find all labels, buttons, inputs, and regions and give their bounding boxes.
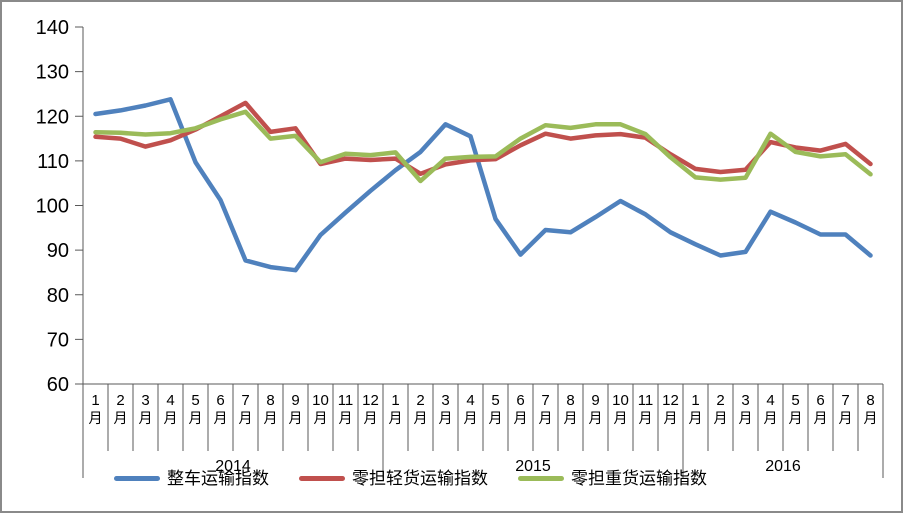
x-axis-month-label: 6 [816,392,824,409]
x-axis-month-suffix-label: 月 [489,410,503,426]
x-axis-month-label: 9 [291,392,299,409]
x-axis-month-label: 10 [612,392,629,409]
x-axis-month-label: 2 [116,392,124,409]
x-axis-month-label: 3 [441,392,449,409]
y-axis-label: 140 [36,17,69,39]
legend-swatch-ltl-heavy-icon [518,476,564,481]
x-axis-month-suffix-label: 月 [414,410,428,426]
x-axis-month-suffix-label: 月 [639,410,653,426]
x-axis-month-suffix-label: 月 [814,410,828,426]
x-axis-month-suffix-label: 月 [289,410,303,426]
x-axis-month-suffix-label: 月 [864,410,878,426]
x-axis-month-suffix-label: 月 [789,410,803,426]
x-axis-month-suffix-label: 月 [314,410,328,426]
x-axis-month-suffix-label: 月 [214,410,228,426]
x-axis-month-label: 11 [638,392,654,409]
legend-label-truckload: 整车运输指数 [167,469,269,488]
line-series-1 [93,100,873,177]
chart-legend: 整车运输指数 零担轻货运输指数 零担重货运输指数 [114,470,707,487]
x-axis-month-label: 10 [312,392,329,409]
y-axis-label: 120 [36,106,69,128]
x-axis-month-label: 11 [338,392,354,409]
x-axis-month-suffix-label: 月 [589,410,603,426]
x-axis-month-label: 7 [241,392,249,409]
x-axis-month-label: 12 [362,392,379,409]
legend-swatch-truckload-icon [114,476,160,481]
y-axis-label: 100 [36,196,69,218]
y-axis-label: 80 [47,285,69,307]
legend-label-ltl-heavy: 零担重货运输指数 [571,469,707,488]
x-axis-month-label: 4 [166,392,174,409]
x-axis-month-label: 4 [466,392,474,409]
legend-item-ltl-heavy: 零担重货运输指数 [518,470,707,487]
x-axis-month-suffix-label: 月 [164,410,178,426]
x-axis-month-label: 1 [91,392,99,409]
x-axis-month-suffix-label: 月 [114,410,128,426]
x-axis-month-suffix-label: 月 [764,410,778,426]
x-axis-year-label: 2015 [515,458,551,475]
x-axis-month-label: 5 [791,392,799,409]
x-axis-month-suffix-label: 月 [514,410,528,426]
y-axis-label: 70 [47,329,69,351]
x-axis-year-label: 2014 [215,458,251,475]
x-axis-month-label: 2 [716,392,724,409]
x-axis-month-suffix-label: 月 [614,410,628,426]
x-axis-year-label: 2016 [765,458,801,475]
x-axis-month-suffix-label: 月 [564,410,578,426]
line-series-0 [93,97,873,273]
x-axis-month-label: 6 [516,392,524,409]
x-axis-month-suffix-label: 月 [539,410,553,426]
x-axis-month-suffix-label: 月 [839,410,853,426]
x-axis-month-suffix-label: 月 [239,410,253,426]
x-axis-month-suffix-label: 月 [739,410,753,426]
x-axis-month-suffix-label: 月 [464,410,478,426]
x-axis-month-label: 9 [591,392,599,409]
x-axis-month-label: 8 [266,392,274,409]
y-axis-label: 130 [36,62,69,84]
x-axis-month-suffix-label: 月 [339,410,353,426]
y-axis-label: 110 [37,151,69,173]
y-axis-label: 60 [47,374,69,396]
x-axis-month-label: 6 [216,392,224,409]
x-axis-month-label: 3 [741,392,749,409]
x-axis-month-label: 8 [866,392,874,409]
x-axis-month-label: 7 [541,392,549,409]
legend-swatch-ltl-light-icon [299,476,345,481]
x-axis-month-label: 7 [841,392,849,409]
x-axis-month-label: 8 [566,392,574,409]
legend-label-ltl-light: 零担轻货运输指数 [352,469,488,488]
x-axis-month-label: 4 [766,392,774,409]
line-series-2 [93,109,873,184]
legend-item-ltl-light: 零担轻货运输指数 [299,470,488,487]
x-axis-month-label: 3 [141,392,149,409]
x-axis-month-label: 1 [391,392,399,409]
x-axis-month-suffix-label: 月 [189,410,203,426]
x-axis-month-label: 5 [191,392,199,409]
x-axis-month-suffix-label: 月 [664,410,678,426]
y-axis-label: 90 [47,240,69,262]
x-axis-month-label: 2 [416,392,424,409]
x-axis-month-suffix-label: 月 [364,410,378,426]
x-axis-month-suffix-label: 月 [439,410,453,426]
legend-item-truckload: 整车运输指数 [114,470,269,487]
x-axis-month-suffix-label: 月 [689,410,703,426]
x-axis-month-label: 12 [662,392,679,409]
x-axis-month-suffix-label: 月 [89,410,103,426]
x-axis-month-suffix-label: 月 [139,410,153,426]
x-axis-month-label: 5 [491,392,499,409]
x-axis-month-label: 1 [691,392,699,409]
x-axis-month-suffix-label: 月 [389,410,403,426]
x-axis-month-suffix-label: 月 [714,410,728,426]
x-axis-month-suffix-label: 月 [264,410,278,426]
